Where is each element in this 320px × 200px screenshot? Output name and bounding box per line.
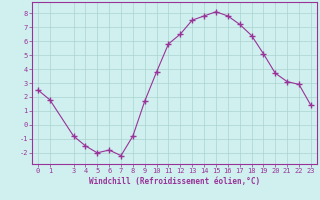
- X-axis label: Windchill (Refroidissement éolien,°C): Windchill (Refroidissement éolien,°C): [89, 177, 260, 186]
